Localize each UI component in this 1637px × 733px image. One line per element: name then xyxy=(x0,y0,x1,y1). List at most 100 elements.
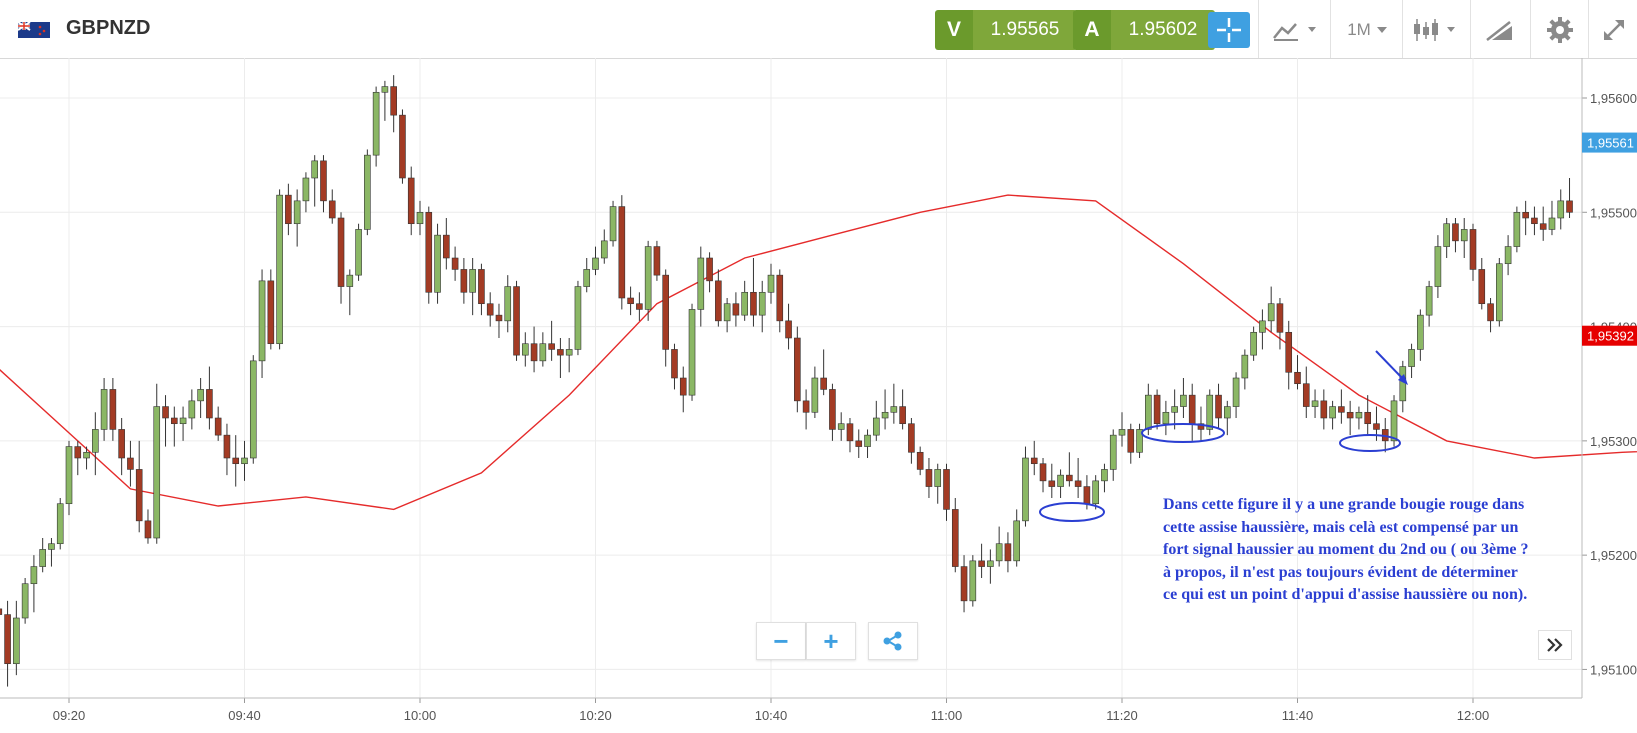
candle xyxy=(381,80,389,121)
candle xyxy=(723,298,731,333)
candle-body xyxy=(758,291,766,316)
candle-body xyxy=(565,349,573,356)
candle xyxy=(144,509,152,544)
candle xyxy=(934,463,942,504)
candle xyxy=(127,440,134,487)
price-chart[interactable]: 09:20 09:40 10:00 10:20 10:40 11:00 11:20 11:40… xyxy=(0,58,1637,733)
candle-body xyxy=(1531,217,1538,225)
candle-body xyxy=(1259,320,1266,333)
candle xyxy=(100,378,108,441)
candle xyxy=(776,269,784,333)
y-tick-label: 1,95300 xyxy=(1590,434,1637,449)
candle xyxy=(320,155,327,213)
candle xyxy=(74,440,82,476)
settings-button[interactable] xyxy=(1536,10,1584,50)
candle-body xyxy=(794,337,801,402)
candle xyxy=(328,189,336,224)
candle xyxy=(293,189,301,247)
timeframe-button[interactable]: 1M xyxy=(1338,10,1398,50)
candle xyxy=(390,75,397,133)
candle xyxy=(1469,223,1477,281)
candle xyxy=(39,538,46,573)
double-chevron-right-icon xyxy=(1547,638,1563,652)
x-tick-label: 10:40 xyxy=(755,708,788,723)
candle-body xyxy=(1215,394,1222,419)
candle-body xyxy=(679,377,687,396)
candle-body xyxy=(697,257,705,310)
candle-body xyxy=(276,194,283,345)
candle xyxy=(671,343,678,390)
candle-body xyxy=(1074,480,1082,487)
candle xyxy=(1496,258,1503,327)
candle-body xyxy=(732,303,740,316)
sell-label: V xyxy=(935,10,973,50)
candle-body xyxy=(557,349,564,356)
price-marker xyxy=(1582,325,1637,346)
candle-body xyxy=(179,417,187,425)
candle-body xyxy=(627,297,634,305)
candle xyxy=(609,200,617,247)
candle-body xyxy=(846,423,854,442)
candle-body xyxy=(1443,223,1450,247)
candle-body xyxy=(1206,394,1214,430)
candle xyxy=(802,389,810,430)
candle xyxy=(1329,400,1336,430)
scroll-to-latest-button[interactable] xyxy=(1538,630,1572,660)
candle xyxy=(908,418,915,464)
candle-body xyxy=(249,360,257,459)
candle xyxy=(1302,366,1310,418)
candle xyxy=(1162,400,1170,436)
candle-body xyxy=(1452,223,1459,242)
candle-body xyxy=(1101,469,1108,482)
price-marker-label: 1,95561 xyxy=(1587,136,1634,151)
candle xyxy=(171,406,178,447)
candle xyxy=(162,395,169,447)
y-tick-label: 1,95200 xyxy=(1590,548,1637,563)
share-button[interactable] xyxy=(868,622,918,660)
annotation-line: ce qui est un point d'appui d'assise hau… xyxy=(1163,586,1528,603)
candle xyxy=(56,498,64,550)
candle xyxy=(21,578,29,624)
candle xyxy=(978,543,985,578)
candle-body xyxy=(443,234,450,259)
candle-body xyxy=(65,446,73,505)
candle-body xyxy=(188,400,196,419)
gear-icon xyxy=(1547,17,1573,43)
candle xyxy=(241,440,248,481)
zoom-in-button[interactable]: + xyxy=(806,622,856,660)
chart-type-button[interactable] xyxy=(1268,10,1324,50)
candle xyxy=(1250,326,1257,361)
candle-body xyxy=(995,543,1003,562)
candle-style-button[interactable] xyxy=(1408,10,1464,50)
candle xyxy=(495,303,503,338)
zoom-out-button[interactable]: − xyxy=(756,622,806,660)
candle-body xyxy=(916,451,924,470)
candle-body xyxy=(162,406,169,419)
candle-body xyxy=(706,257,713,282)
annotation-note: Dans cette figure il y a une grande boug… xyxy=(1163,494,1623,607)
toolbar-separator xyxy=(1330,0,1331,58)
candle-body xyxy=(1487,303,1494,322)
candle xyxy=(618,195,626,310)
candle-body xyxy=(1188,394,1196,425)
candle-body xyxy=(1504,246,1512,265)
candle xyxy=(995,526,1003,567)
candle-body xyxy=(4,614,11,665)
candle-body xyxy=(48,543,55,550)
buy-price: 1.95602 xyxy=(1111,10,1215,50)
candle xyxy=(837,412,845,441)
price-marker-label: 1,95392 xyxy=(1587,329,1634,344)
sell-button[interactable]: V 1.95565 xyxy=(935,10,1077,50)
candle-body xyxy=(1320,400,1328,419)
candle xyxy=(1197,406,1205,441)
candle-body xyxy=(1513,211,1521,247)
minus-icon: − xyxy=(773,625,789,656)
candle xyxy=(1294,355,1301,390)
buy-button[interactable]: A 1.95602 xyxy=(1073,10,1215,50)
fullscreen-button[interactable] xyxy=(1594,10,1634,50)
candle xyxy=(276,189,283,350)
candle xyxy=(627,286,634,316)
crosshair-button[interactable] xyxy=(1208,12,1250,48)
candle xyxy=(1136,423,1143,458)
drawing-tools-button[interactable] xyxy=(1476,10,1524,50)
